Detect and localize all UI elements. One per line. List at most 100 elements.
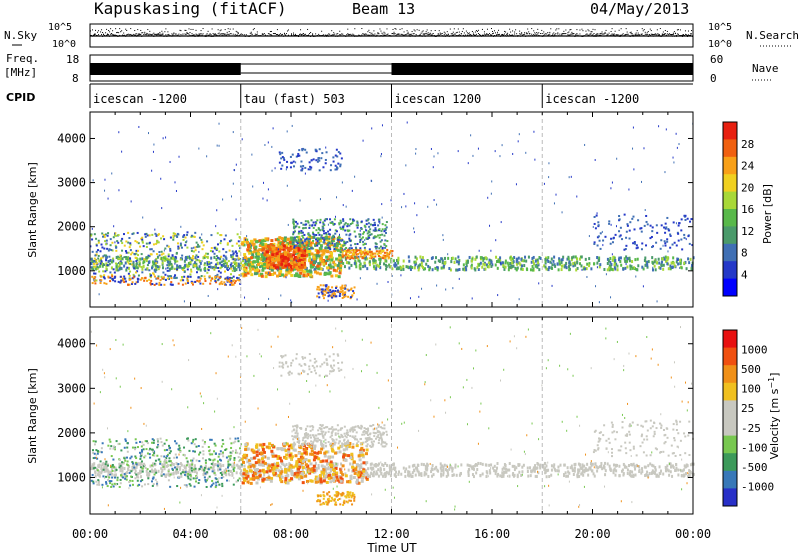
noise-search-dot [395,28,397,30]
echo-cell [343,292,346,295]
noise-sky-dot [492,33,493,35]
echo-cell [397,256,400,260]
echo-cell [272,244,276,248]
nave-block [391,63,693,75]
echo-cell [366,257,369,261]
noise-sky-dot [526,33,528,35]
echo-cell [569,263,572,267]
echo-cell [632,147,634,150]
echo-cell [458,277,460,280]
noise-search-dot [611,28,613,30]
noise-sky-dot [303,34,305,36]
noise-search-dot [421,31,423,33]
echo-cell [424,267,427,271]
noise-sky-dot [543,34,545,36]
echo-cell [226,261,229,265]
echo-cell [607,259,610,263]
echo-cell [660,239,663,242]
noise-search-dot [515,29,517,31]
noise-sky-dot [425,33,427,35]
echo-cell [144,235,147,238]
echo-cell [499,258,502,262]
echo-cell [186,265,189,268]
echo-cell [185,263,188,267]
noise-sky-dot [264,34,266,36]
echo-cell [351,294,354,297]
echo-cell [627,464,630,468]
echo-cell [468,255,471,259]
echo-cell [433,199,435,202]
echo-cell [619,234,622,237]
echo-cell [224,259,227,263]
echo-cell [315,467,318,471]
echo-cell [296,222,299,225]
echo-cell [237,265,240,269]
noise-sky-dot [501,34,503,36]
echo-cell [122,279,125,282]
echo-cell [320,234,323,237]
cpid-label: CPID [6,91,35,104]
echo-cell [365,237,368,240]
noise-sky-dot [443,34,445,36]
echo-cell [189,260,192,264]
echo-cell [297,268,301,272]
echo-cell [390,199,392,202]
echo-cell [297,232,300,235]
echo-cell [297,246,301,250]
echo-cell [628,229,631,232]
echo-cell [363,224,366,227]
echo-cell [447,253,449,256]
echo-cell [254,240,258,244]
echo-cell [252,255,255,259]
noise-sky-dot [293,34,295,36]
echo-cell [358,235,361,238]
echo-cell [315,233,318,236]
colorbar-cell [723,156,737,175]
noise-search-dot [643,29,645,31]
echo-cell [188,265,191,268]
noise-search-dot [552,34,554,36]
echo-cell [376,463,379,467]
noise-sky-dot [497,33,499,35]
echo-cell [357,255,360,259]
echo-cell [230,273,233,276]
echo-cell [222,248,225,251]
echo-cell [90,233,93,236]
echo-cell [349,256,352,259]
echo-cell [283,158,286,161]
noise-sky-dot [365,33,367,35]
noise-sky-dot [410,33,412,35]
echo-cell [623,248,626,251]
echo-cell [260,274,264,278]
echo-cell [352,292,355,295]
echo-cell [107,471,110,475]
echo-cell [224,265,227,269]
echo-cell [140,253,143,256]
echo-cell [273,248,277,252]
echo-cell [290,299,292,302]
echo-cell [653,260,656,264]
echo-cell [351,222,354,225]
echo-cell [130,200,132,203]
echo-cell [137,274,140,277]
echo-cell [403,192,405,195]
noise-search-dot [125,28,127,30]
echo-cell [279,153,282,156]
echo-cell [206,261,209,265]
noise-left-label: N.Sky [4,29,37,42]
echo-cell [342,292,345,295]
echo-cell [574,255,577,259]
echo-cell [259,265,262,269]
noise-sky-dot [611,33,613,35]
echo-cell [323,239,326,242]
echo-cell [246,248,250,252]
echo-cell [679,261,682,265]
echo-cell [391,274,393,277]
echo-cell [315,229,318,232]
echo-cell [120,463,123,467]
echo-cell [339,152,342,155]
echo-cell [315,266,318,270]
echo-cell [442,471,445,475]
echo-cell [213,246,216,249]
echo-cell [305,250,309,254]
